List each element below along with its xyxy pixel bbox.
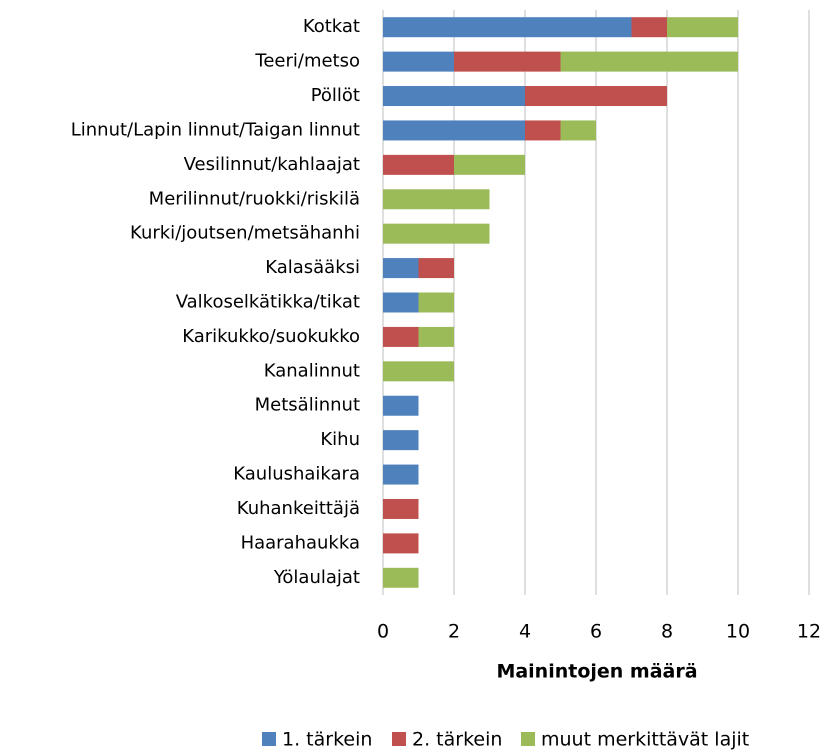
bar bbox=[667, 17, 738, 38]
y-tick-label: Vesilinnut/kahlaajat bbox=[184, 154, 360, 175]
bar bbox=[560, 120, 596, 141]
y-tick-label: Valkoselkätikka/tikat bbox=[176, 292, 360, 313]
bar bbox=[418, 292, 454, 313]
y-tick-label: Linnut/Lapin linnut/Taigan linnut bbox=[71, 119, 360, 140]
bar bbox=[418, 258, 454, 279]
legend-swatch bbox=[392, 732, 406, 746]
bar bbox=[454, 51, 561, 72]
bar bbox=[383, 567, 419, 588]
legend-label: muut merkittävät lajit bbox=[541, 729, 749, 751]
y-tick-label: Metsälinnut bbox=[255, 395, 360, 416]
bar bbox=[560, 51, 738, 72]
bar bbox=[383, 258, 419, 279]
y-tick-label: Merilinnut/ruokki/riskilä bbox=[149, 188, 360, 209]
x-tick-label: 10 bbox=[726, 621, 750, 643]
bar bbox=[383, 189, 490, 210]
bar bbox=[383, 292, 419, 313]
x-tick-label: 12 bbox=[797, 621, 821, 643]
bar bbox=[383, 120, 525, 141]
y-tick-label: Yölaulajat bbox=[273, 567, 360, 588]
y-tick-label: Kotkat bbox=[303, 16, 360, 37]
bar bbox=[418, 326, 454, 347]
bar bbox=[525, 86, 667, 107]
y-tick-label: Kuhankeittäjä bbox=[237, 498, 360, 519]
legend-swatch bbox=[521, 732, 535, 746]
bar bbox=[383, 223, 490, 244]
x-tick-label: 4 bbox=[519, 621, 531, 643]
x-tick-label: 8 bbox=[661, 621, 673, 643]
bar bbox=[525, 120, 561, 141]
bar bbox=[383, 326, 419, 347]
x-axis-title: Mainintojen määrä bbox=[496, 661, 697, 683]
bar bbox=[383, 464, 419, 485]
y-tick-label: Teeri/metso bbox=[254, 51, 360, 72]
bar bbox=[454, 154, 525, 175]
y-tick-label: Kalasääksi bbox=[265, 257, 360, 278]
bar bbox=[383, 533, 419, 554]
x-tick-label: 2 bbox=[448, 621, 460, 643]
y-tick-label: Pöllöt bbox=[311, 85, 360, 106]
y-tick-label: Kihu bbox=[320, 429, 360, 450]
y-tick-label: Kurki/joutsen/metsähanhi bbox=[130, 223, 360, 244]
x-tick-label: 6 bbox=[590, 621, 602, 643]
legend-swatch bbox=[262, 732, 276, 746]
bar bbox=[383, 395, 419, 416]
legend-label: 1. tärkein bbox=[282, 729, 372, 751]
bar bbox=[383, 86, 525, 107]
bar bbox=[383, 361, 454, 382]
y-tick-label: Karikukko/suokukko bbox=[182, 326, 360, 347]
bar bbox=[383, 498, 419, 519]
bar bbox=[631, 17, 667, 38]
x-tick-label: 0 bbox=[377, 621, 389, 643]
bar bbox=[383, 430, 419, 451]
bar bbox=[383, 17, 632, 38]
bar bbox=[383, 51, 454, 72]
y-tick-label: Kaulushaikara bbox=[233, 464, 360, 485]
y-tick-label: Kanalinnut bbox=[264, 360, 360, 381]
legend-label: 2. tärkein bbox=[412, 729, 502, 751]
bar bbox=[383, 154, 454, 175]
y-tick-label: Haarahaukka bbox=[241, 532, 360, 553]
